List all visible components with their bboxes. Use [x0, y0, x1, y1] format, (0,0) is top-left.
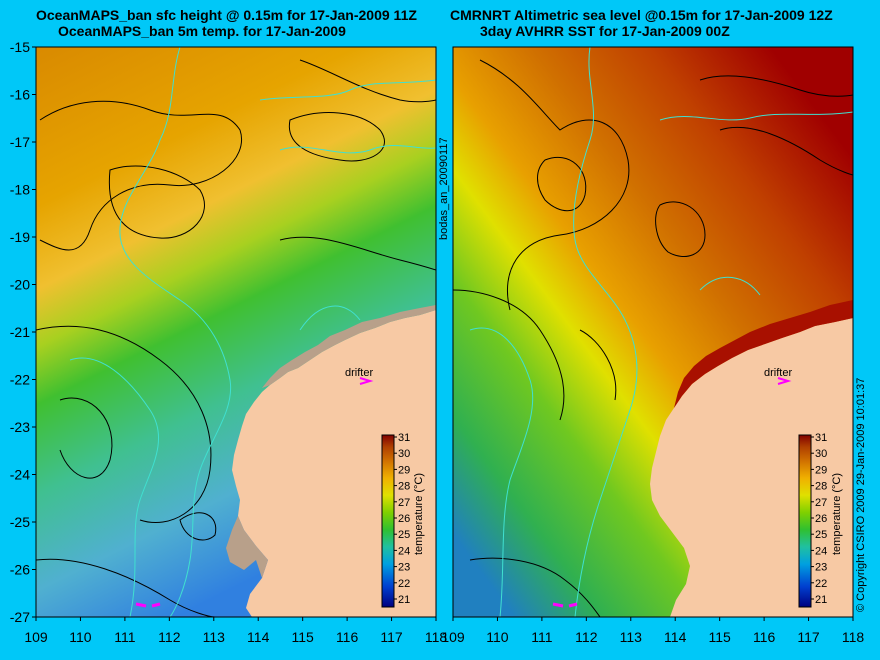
right-x-axis-ticks: 109 110 111 112 113 114 115 116 117 118 [441, 617, 864, 645]
right-colorbar-tick-label: 27 [815, 497, 827, 509]
left-colorbar-tick-label: 27 [398, 497, 410, 509]
left-colorbar-tick-label: 22 [398, 578, 410, 590]
left-title-line1: OceanMAPS_ban sfc height @ 0.15m for 17-… [36, 7, 417, 23]
y-tick-label: -26 [10, 562, 30, 578]
left-colorbar-tick-label: 23 [398, 562, 410, 574]
right-x-tick-label: 109 [441, 629, 465, 645]
y-tick-label: -19 [10, 229, 30, 245]
right-colorbar-tick-label: 25 [815, 529, 827, 541]
left-colorbar-tick-label: 29 [398, 464, 410, 476]
right-x-tick-label: 118 [842, 629, 865, 645]
copyright-side-label: © Copyright CSIRO 2009 29-Jan-2009 10:01… [855, 378, 867, 612]
right-colorbar-tick-label: 24 [815, 545, 827, 557]
right-colorbar-tick-label: 28 [815, 481, 827, 493]
left-colorbar-tick-label: 24 [398, 545, 410, 557]
right-colorbar-tick-label: 23 [815, 562, 827, 574]
right-map-panel: drifter [453, 47, 853, 617]
left-reef-south [226, 516, 268, 578]
left-x-tick-label: 118 [425, 629, 448, 645]
right-colorbar: 31 30 29 28 27 26 25 24 23 22 21 temperature (°C) [798, 432, 843, 608]
middle-side-label: bodas_an_20090117 [438, 137, 450, 240]
left-ssh-contours [36, 59, 436, 617]
left-colorbar-tick-label: 21 [398, 594, 410, 606]
right-drifter-label: drifter [764, 367, 792, 379]
left-colorbar-tick-label: 26 [398, 513, 410, 525]
left-drifter: drifter [135, 367, 374, 608]
y-tick-label: -25 [10, 514, 30, 530]
right-colorbar-tick-label: 26 [815, 513, 827, 525]
right-x-tick-label: 117 [797, 629, 820, 645]
y-axis-ticks: -15 -16 -17 -18 -19 -20 -21 -22 -23 -24 -25 -26 -27 [10, 39, 36, 625]
right-drifter: drifter [552, 367, 792, 608]
left-reef-strip [262, 305, 436, 388]
y-tick-label: -17 [10, 134, 30, 150]
left-colorbar-tick-label: 25 [398, 529, 410, 541]
left-colorbar-scale [381, 434, 395, 608]
left-x-tick-label: 117 [380, 629, 403, 645]
right-x-tick-label: 114 [664, 629, 687, 645]
y-tick-label: -21 [10, 324, 30, 340]
right-colorbar-tick-label: 21 [815, 594, 827, 606]
left-map-panel: drifter [36, 47, 436, 617]
left-x-tick-label: 111 [114, 629, 135, 645]
left-x-tick-label: 113 [203, 629, 226, 645]
right-x-tick-label: 115 [709, 629, 732, 645]
y-tick-label: -23 [10, 419, 30, 435]
left-colorbar-label: temperature (°C) [413, 473, 425, 555]
right-map-frame [452, 46, 854, 618]
left-x-tick-label: 114 [247, 629, 270, 645]
right-bathy-contours [469, 47, 853, 617]
right-colorbar-tick-label: 29 [815, 464, 827, 476]
right-colorbar-scale [798, 434, 812, 608]
right-x-tick-label: 110 [486, 629, 509, 645]
right-colorbar-tick-label: 22 [815, 578, 827, 590]
left-drifter-track-south [135, 602, 161, 608]
left-title-line2: OceanMAPS_ban 5m temp. for 17-Jan-2009 [58, 23, 346, 39]
left-colorbar: 31 30 29 28 27 26 25 24 23 22 21 temperature (°C) [381, 432, 425, 608]
y-tick-label: -27 [10, 609, 30, 625]
y-tick-label: -24 [10, 467, 30, 483]
left-x-tick-label: 110 [69, 629, 92, 645]
left-x-axis-ticks: 109 110 111 112 113 114 115 116 117 118 [24, 617, 447, 645]
left-drifter-track [359, 377, 374, 385]
left-x-tick-label: 109 [24, 629, 48, 645]
left-colorbar-tick-label: 31 [398, 432, 410, 444]
y-tick-label: -22 [10, 372, 30, 388]
y-tick-label: -16 [10, 87, 30, 103]
right-x-tick-label: 112 [575, 629, 598, 645]
y-tick-label: -20 [10, 277, 30, 293]
right-x-tick-label: 116 [753, 629, 776, 645]
left-x-tick-label: 116 [336, 629, 359, 645]
right-title-line2: 3day AVHRR SST for 17-Jan-2009 00Z [480, 23, 730, 39]
left-drifter-label: drifter [345, 367, 373, 379]
right-hot-coastal-strip [674, 300, 853, 408]
right-colorbar-tick-label: 30 [815, 448, 827, 460]
left-colorbar-tick-label: 28 [398, 481, 410, 493]
right-x-tick-label: 111 [531, 629, 552, 645]
right-colorbar-label: temperature (°C) [831, 473, 843, 555]
right-title-line1: CMRNRT Altimetric sea level @0.15m for 1… [450, 7, 833, 23]
y-tick-label: -15 [10, 39, 30, 55]
left-x-tick-label: 112 [158, 629, 181, 645]
left-colorbar-tick-label: 30 [398, 448, 410, 460]
right-x-tick-label: 113 [620, 629, 643, 645]
right-ssh-contours [453, 59, 853, 617]
right-colorbar-ticks: 31 30 29 28 27 26 25 24 23 22 21 [811, 432, 827, 606]
left-bathy-contours [69, 47, 436, 617]
right-colorbar-tick-label: 31 [815, 432, 827, 444]
left-colorbar-ticks: 31 30 29 28 27 26 25 24 23 22 21 [394, 432, 410, 606]
right-drifter-track [777, 377, 792, 385]
y-tick-label: -18 [10, 182, 30, 198]
right-drifter-track-south [552, 602, 578, 608]
left-x-tick-label: 115 [292, 629, 315, 645]
